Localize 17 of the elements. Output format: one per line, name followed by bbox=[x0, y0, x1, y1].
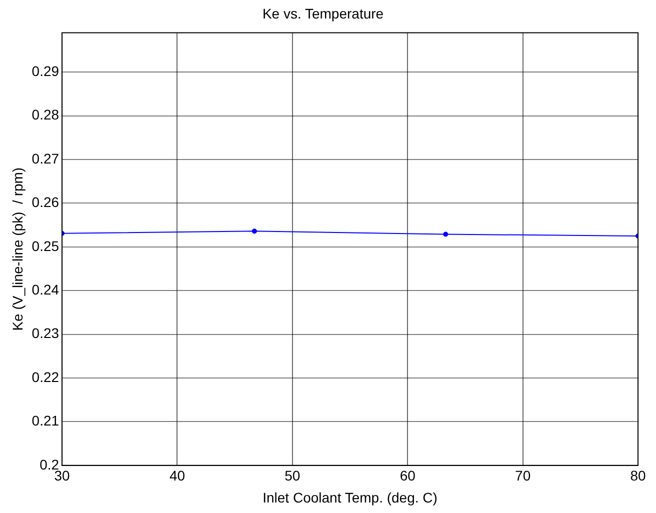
y-tick-label: 0.27 bbox=[32, 150, 60, 166]
x-tick-label: 40 bbox=[169, 468, 186, 484]
y-tick-label: 0.28 bbox=[32, 106, 60, 123]
y-axis-title: Ke (V_line-line (pk) / rpm) bbox=[9, 167, 26, 331]
y-tick-label: 0.21 bbox=[32, 412, 60, 429]
x-tick-label: 70 bbox=[515, 468, 531, 484]
y-tick-label: 0.22 bbox=[32, 368, 60, 385]
y-tick-label: 0.24 bbox=[32, 281, 60, 298]
x-tick-label: 50 bbox=[284, 468, 300, 484]
y-tick-label: 0.26 bbox=[32, 194, 60, 210]
y-tick-label: 0.29 bbox=[32, 62, 60, 79]
y-tick-label: 0.25 bbox=[32, 238, 60, 254]
x-axis-title: Inlet Coolant Temp. (deg. C) bbox=[262, 489, 438, 506]
chart-title: Ke vs. Temperature bbox=[262, 5, 384, 22]
x-tick-label: 80 bbox=[630, 468, 646, 484]
y-tick-label: 0.23 bbox=[32, 325, 60, 342]
x-tick-label: 60 bbox=[400, 468, 416, 484]
